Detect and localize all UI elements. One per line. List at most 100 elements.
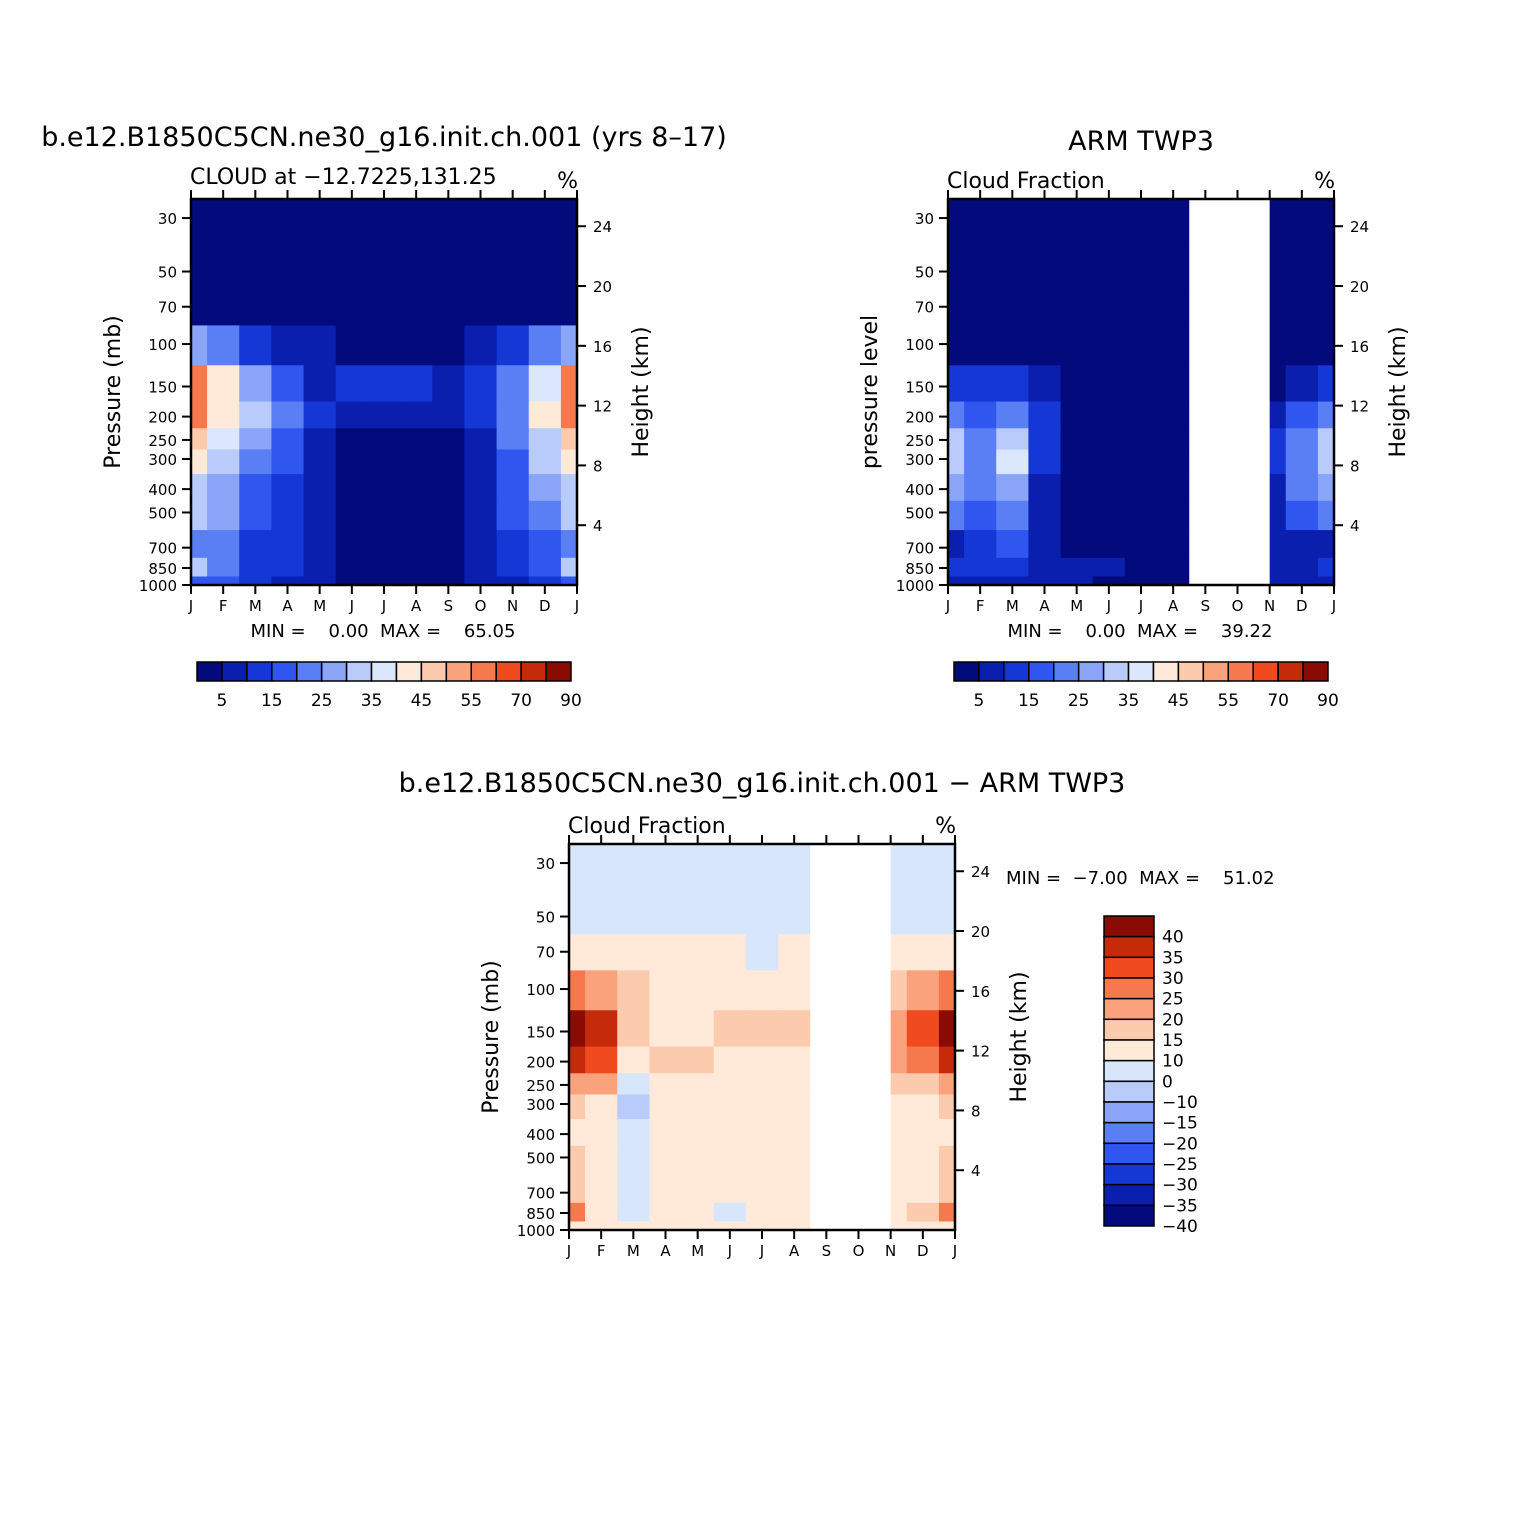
diff-cell — [713, 1175, 747, 1204]
obs-ytick-label: 150 — [905, 378, 934, 396]
diff-cell — [778, 1202, 811, 1222]
model-cell — [335, 530, 369, 559]
model-cell — [464, 365, 498, 403]
diff-cell — [713, 1046, 747, 1074]
diff-cell — [906, 1073, 940, 1095]
obs-cell — [996, 557, 1029, 577]
diff-xtick-label: D — [917, 1242, 929, 1260]
obs-cell — [1124, 365, 1158, 403]
diff-cell — [569, 1073, 586, 1095]
diff-cell — [906, 1094, 940, 1120]
model-cell — [239, 289, 272, 326]
diff-ytick-label: 30 — [536, 855, 555, 873]
obs-height-tick-label: 12 — [1350, 398, 1369, 416]
obs-xtick-label: J — [1138, 597, 1143, 615]
model-cell — [432, 428, 465, 450]
model-cell — [432, 449, 465, 475]
diff-cell — [681, 1119, 715, 1147]
model-cell — [191, 500, 208, 531]
model-colorbar-swatch — [445, 661, 473, 682]
obs-cell — [1317, 428, 1335, 450]
obs-cell — [948, 289, 965, 326]
obs-cell — [1157, 289, 1190, 326]
diff-cell — [906, 1175, 940, 1204]
model-cell — [335, 449, 369, 475]
model-ytick-label: 850 — [148, 560, 177, 578]
model-cell — [271, 449, 305, 475]
diff-cell — [874, 1221, 908, 1231]
model-cell — [191, 289, 208, 326]
model-cell — [432, 365, 465, 403]
diff-xtick-label: S — [822, 1242, 832, 1260]
model-cell — [496, 401, 530, 429]
model-cell — [191, 428, 208, 450]
obs-cell — [1317, 365, 1335, 403]
model-cell — [560, 289, 578, 326]
obs-cell — [1092, 428, 1126, 450]
obs-cell — [1092, 365, 1126, 403]
model-cell — [400, 325, 433, 366]
obs-cell — [1124, 576, 1158, 586]
diff-units-label: % — [935, 814, 956, 839]
obs-cell — [1157, 576, 1190, 586]
diff-cell — [713, 1094, 747, 1120]
diff-xtick-label: F — [597, 1242, 606, 1260]
model-cell — [335, 289, 369, 326]
diff-ytick-label: 300 — [526, 1096, 555, 1114]
diff-height-tick-label: 24 — [971, 863, 990, 881]
obs-cell — [948, 530, 965, 559]
obs-xtick-label: N — [1264, 597, 1275, 615]
model-colorbar-swatch — [470, 661, 497, 682]
model-cell — [464, 289, 498, 326]
model-cell — [528, 474, 562, 502]
model-cell — [560, 449, 578, 475]
model-cell — [191, 199, 208, 246]
obs-cell — [1285, 428, 1319, 450]
model-cell — [239, 199, 272, 246]
obs-cell — [1124, 557, 1158, 577]
diff-colorbar-swatch — [1103, 997, 1155, 1021]
obs-cell — [1028, 401, 1062, 429]
diff-colorbar-swatch — [1103, 1059, 1155, 1083]
diff-colorbar-label: −35 — [1162, 1196, 1198, 1216]
obs-cell — [1092, 576, 1126, 586]
diff-ytick-label: 150 — [526, 1023, 555, 1041]
diff-cell — [649, 1202, 683, 1222]
obs-height-tick-label: 20 — [1350, 278, 1369, 296]
obs-cell — [1157, 401, 1190, 429]
diff-height-tick-label: 8 — [971, 1102, 981, 1120]
model-cell — [432, 474, 465, 502]
diff-colorbar-label: −15 — [1162, 1114, 1198, 1134]
obs-cell — [1092, 401, 1126, 429]
model-cell — [271, 576, 305, 586]
diff-colorbar-swatch — [1103, 1204, 1155, 1227]
obs-cell — [1028, 289, 1062, 326]
model-cell — [528, 428, 562, 450]
model-cell — [496, 557, 530, 577]
diff-cell — [906, 1010, 940, 1048]
model-cell — [464, 500, 498, 531]
model-cell — [400, 401, 433, 429]
model-ytick-label: 50 — [158, 264, 177, 282]
model-cell — [464, 244, 498, 290]
diff-cell — [617, 1046, 650, 1074]
obs-cell — [1285, 325, 1319, 366]
obs-xtick-label: M — [1006, 597, 1019, 615]
model-cell — [528, 401, 562, 429]
diff-cell — [569, 1145, 586, 1176]
obs-ylabel-right: Height (km) — [1386, 326, 1411, 457]
model-cell — [464, 557, 498, 577]
obs-cell — [964, 428, 997, 450]
model-colorbar-label: 90 — [560, 691, 582, 711]
obs-colorbar-swatch — [1028, 661, 1055, 682]
diff-cell — [585, 970, 618, 1011]
obs-xtick-label: J — [1106, 597, 1111, 615]
obs-colorbar-swatch — [1052, 661, 1080, 682]
obs-cell — [1060, 365, 1094, 403]
obs-cell — [948, 325, 965, 366]
diff-cell — [617, 1202, 650, 1222]
obs-height-tick-label: 16 — [1350, 338, 1369, 356]
obs-cell — [1157, 325, 1190, 366]
